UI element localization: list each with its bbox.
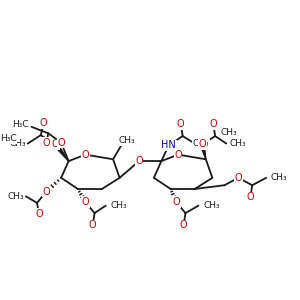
Text: O: O — [247, 192, 254, 202]
Text: O: O — [57, 138, 65, 148]
Text: O: O — [43, 187, 50, 197]
Text: O: O — [89, 220, 97, 230]
Text: O: O — [40, 118, 47, 128]
Text: CH₃: CH₃ — [271, 173, 287, 182]
Text: O: O — [35, 209, 43, 219]
Text: O: O — [235, 173, 242, 183]
Text: HN: HN — [161, 140, 176, 150]
Text: CH₃: CH₃ — [193, 139, 209, 148]
Text: O: O — [172, 197, 180, 207]
Text: CH₃: CH₃ — [8, 192, 24, 201]
Text: CH₃: CH₃ — [229, 139, 246, 148]
Text: O: O — [174, 150, 182, 160]
Polygon shape — [54, 143, 69, 161]
Text: H₃C: H₃C — [0, 134, 16, 143]
Text: O: O — [177, 119, 184, 129]
Text: H₃C: H₃C — [12, 121, 29, 130]
Text: O: O — [135, 156, 143, 166]
Text: CH₃: CH₃ — [9, 139, 26, 148]
Text: O: O — [180, 220, 188, 230]
Text: CH₃: CH₃ — [221, 128, 237, 137]
Text: CH₃: CH₃ — [110, 201, 127, 210]
Text: O: O — [198, 140, 206, 149]
Text: O: O — [52, 140, 59, 149]
Text: O: O — [209, 119, 217, 129]
Text: O: O — [82, 150, 89, 160]
Text: O: O — [82, 197, 89, 207]
Text: CH₃: CH₃ — [119, 136, 135, 145]
Polygon shape — [200, 144, 206, 159]
Text: O: O — [43, 138, 50, 148]
Text: CH₃: CH₃ — [203, 201, 220, 210]
